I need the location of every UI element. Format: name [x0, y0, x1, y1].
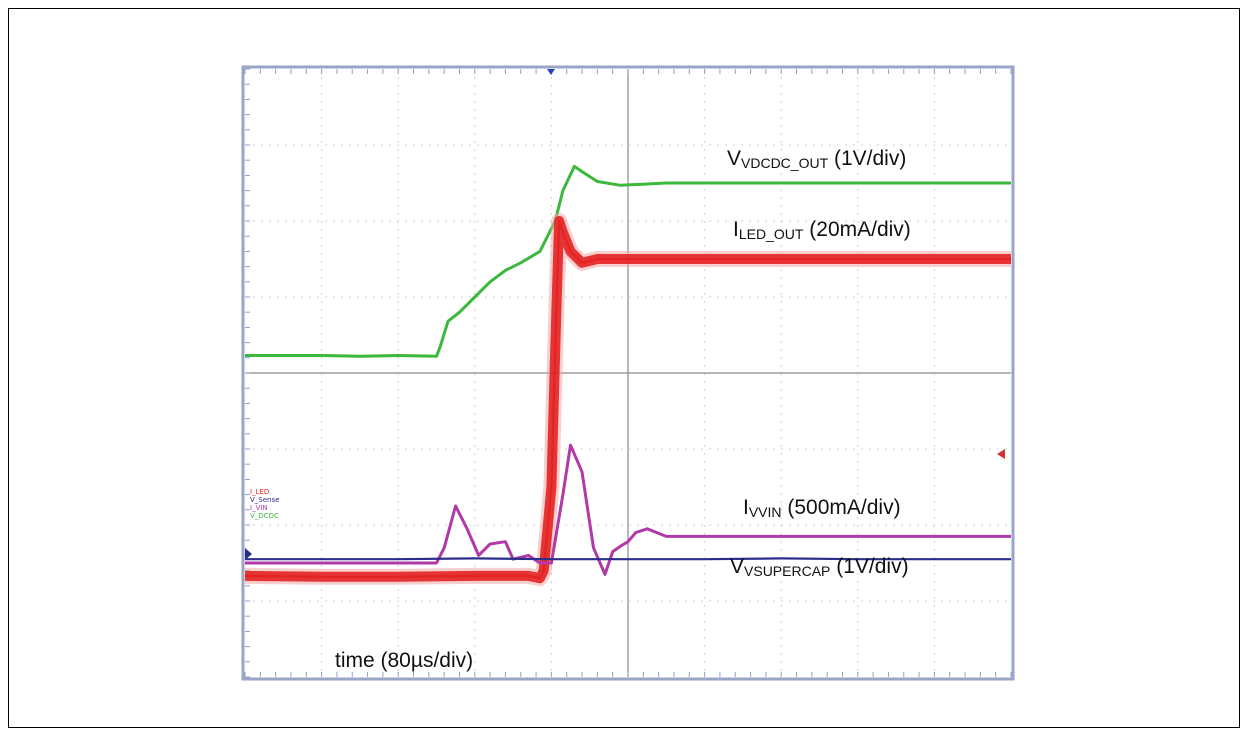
channel-marker-left	[245, 548, 252, 560]
annotation-iled-scale: (20mA/div)	[809, 218, 911, 241]
trigger-marker-top	[547, 69, 555, 75]
annotation-iled-sub: LED_OUT	[738, 226, 804, 242]
series-i-led-line	[244, 219, 1011, 580]
annotation-iled: ILED_OUT (20mA/div)	[733, 218, 911, 242]
annotation-iled-main: I	[733, 218, 739, 241]
series-i-vin-line	[245, 443, 1011, 576]
annotation-vdcdc-sub: VDCDC_OUT	[741, 155, 829, 171]
annotation-vdcdc-main: V	[727, 147, 742, 170]
annotation-vsupercap-main: V	[730, 555, 745, 578]
annotation-vsupercap-scale: (1V/div)	[836, 555, 909, 578]
channel-legend-vdcdc: V_DCDC	[250, 512, 279, 520]
x-axis-label: time (80µs/div)	[335, 649, 474, 672]
series-v-sense-line	[245, 557, 1011, 561]
channel-legend-vsense: V_Sense	[250, 496, 280, 504]
annotation-vdcdc: VVDCDC_OUT (1V/div)	[727, 147, 906, 171]
trigger-marker-right	[997, 449, 1005, 459]
annotation-ivin-sub: VVIN	[748, 504, 782, 520]
series-v-dcdc-line	[245, 164, 1011, 358]
annotation-vsupercap: VVSUPERCAP (1V/div)	[730, 555, 909, 579]
channel-legend-iled: I_LED	[250, 488, 270, 496]
figure-frame: VVDCDC_OUT (1V/div) ILED_OUT (20mA/div) …	[8, 8, 1240, 728]
annotation-vdcdc-scale: (1V/div)	[833, 147, 907, 170]
annotation-ivin: IVVIN (500mA/div)	[743, 496, 901, 520]
annotation-ivin-main: I	[743, 496, 749, 519]
channel-legend-ivin: I_VIN	[250, 504, 268, 512]
annotation-ivin-scale: (500mA/div)	[787, 496, 901, 519]
oscilloscope-chart	[241, 65, 1015, 681]
traces	[244, 164, 1011, 587]
markers	[245, 69, 1005, 560]
annotation-vsupercap-sub: VSUPERCAP	[744, 563, 831, 579]
